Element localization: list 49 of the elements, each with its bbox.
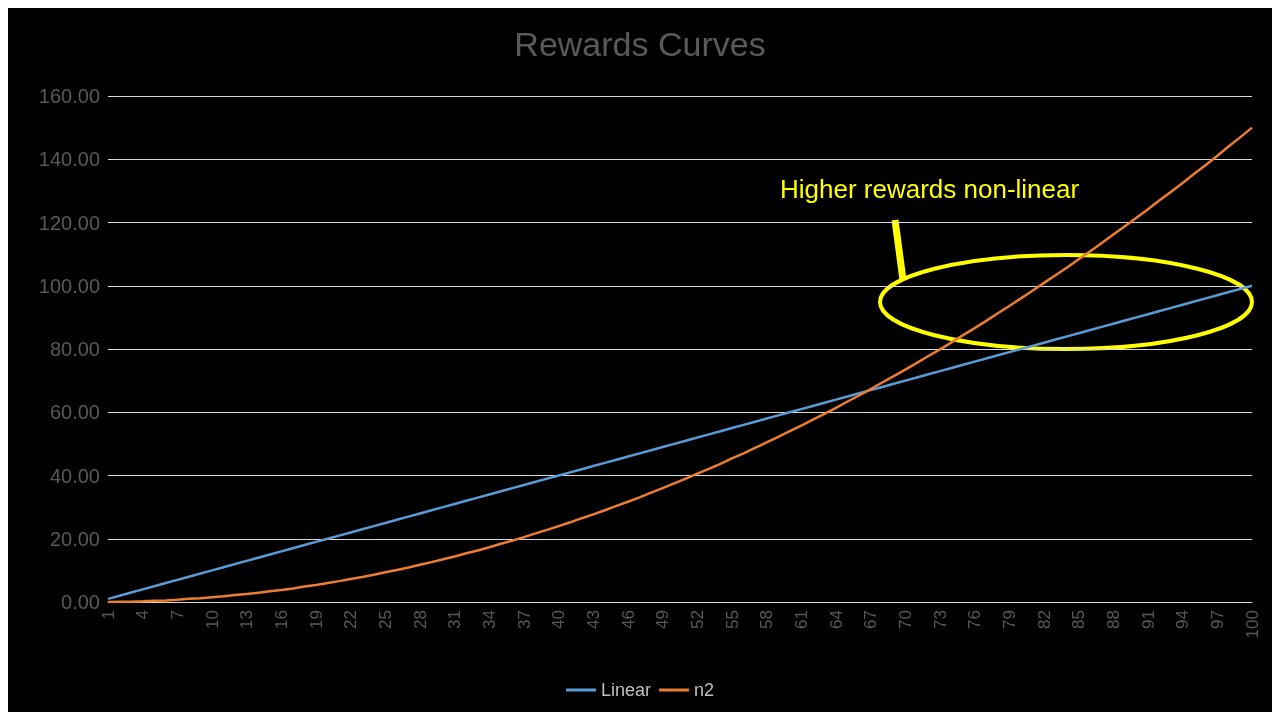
annotation: Higher rewards non-linear [780,174,1080,204]
x-tick-label: 40 [549,610,569,629]
x-tick-label: 13 [237,610,257,629]
x-tick-label: 79 [999,610,1019,629]
x-tick-label: 7 [167,610,187,620]
x-tick-label: 34 [479,610,499,629]
x-tick-label: 70 [895,610,915,629]
x-tick-label: 55 [722,610,742,629]
x-tick-label: 100 [1242,610,1262,639]
y-tick-label: 40.00 [49,464,100,487]
x-tick-label: 88 [1103,610,1123,629]
y-tick-label: 80.00 [49,338,100,360]
x-tick-label: 37 [514,610,534,629]
y-tick-label: 120.00 [38,211,100,234]
line-series [106,284,1254,601]
y-tick-label: 160.00 [38,85,100,107]
x-tick-label: 64 [826,610,846,629]
x-tick-label: 22 [341,610,361,629]
y-tick-label: 140.00 [38,148,100,171]
x-tick-label: 31 [445,610,465,629]
x-tick-label: 97 [1207,610,1227,629]
y-tick-label: 20.00 [49,527,100,550]
x-tick-label: 82 [1034,610,1054,629]
x-tick-label: 46 [618,610,638,629]
legend-label: n2 [694,680,715,700]
x-tick-label: 10 [202,610,222,629]
x-tick-label: 91 [1138,610,1158,629]
x-tick-label: 67 [861,610,881,629]
y-tick-label: 60.00 [49,401,100,424]
x-tick-label: 52 [687,610,707,629]
x-tick-label: 4 [133,610,153,620]
x-tick-label: 61 [791,610,811,629]
x-tick-label: 49 [653,610,673,629]
x-tick-label: 85 [1069,610,1089,629]
line-series [106,126,1254,604]
y-tick-label: 100.00 [38,274,100,297]
x-tick-label: 43 [583,610,603,629]
legend-label: Linear [600,680,652,700]
x-tick-label: 1 [98,610,118,620]
x-tick-label: 25 [375,610,395,629]
x-tick-label: 16 [271,610,291,629]
chart-title: Rewards Curves [514,25,766,63]
x-tick-label: 19 [306,610,326,629]
y-tick-label: 0.00 [61,591,100,613]
x-tick-label: 94 [1173,610,1193,629]
x-tick-label: 28 [410,610,430,629]
x-tick-label: 73 [930,610,950,629]
x-tick-label: 76 [965,610,985,629]
x-tick-label: 58 [757,610,777,629]
